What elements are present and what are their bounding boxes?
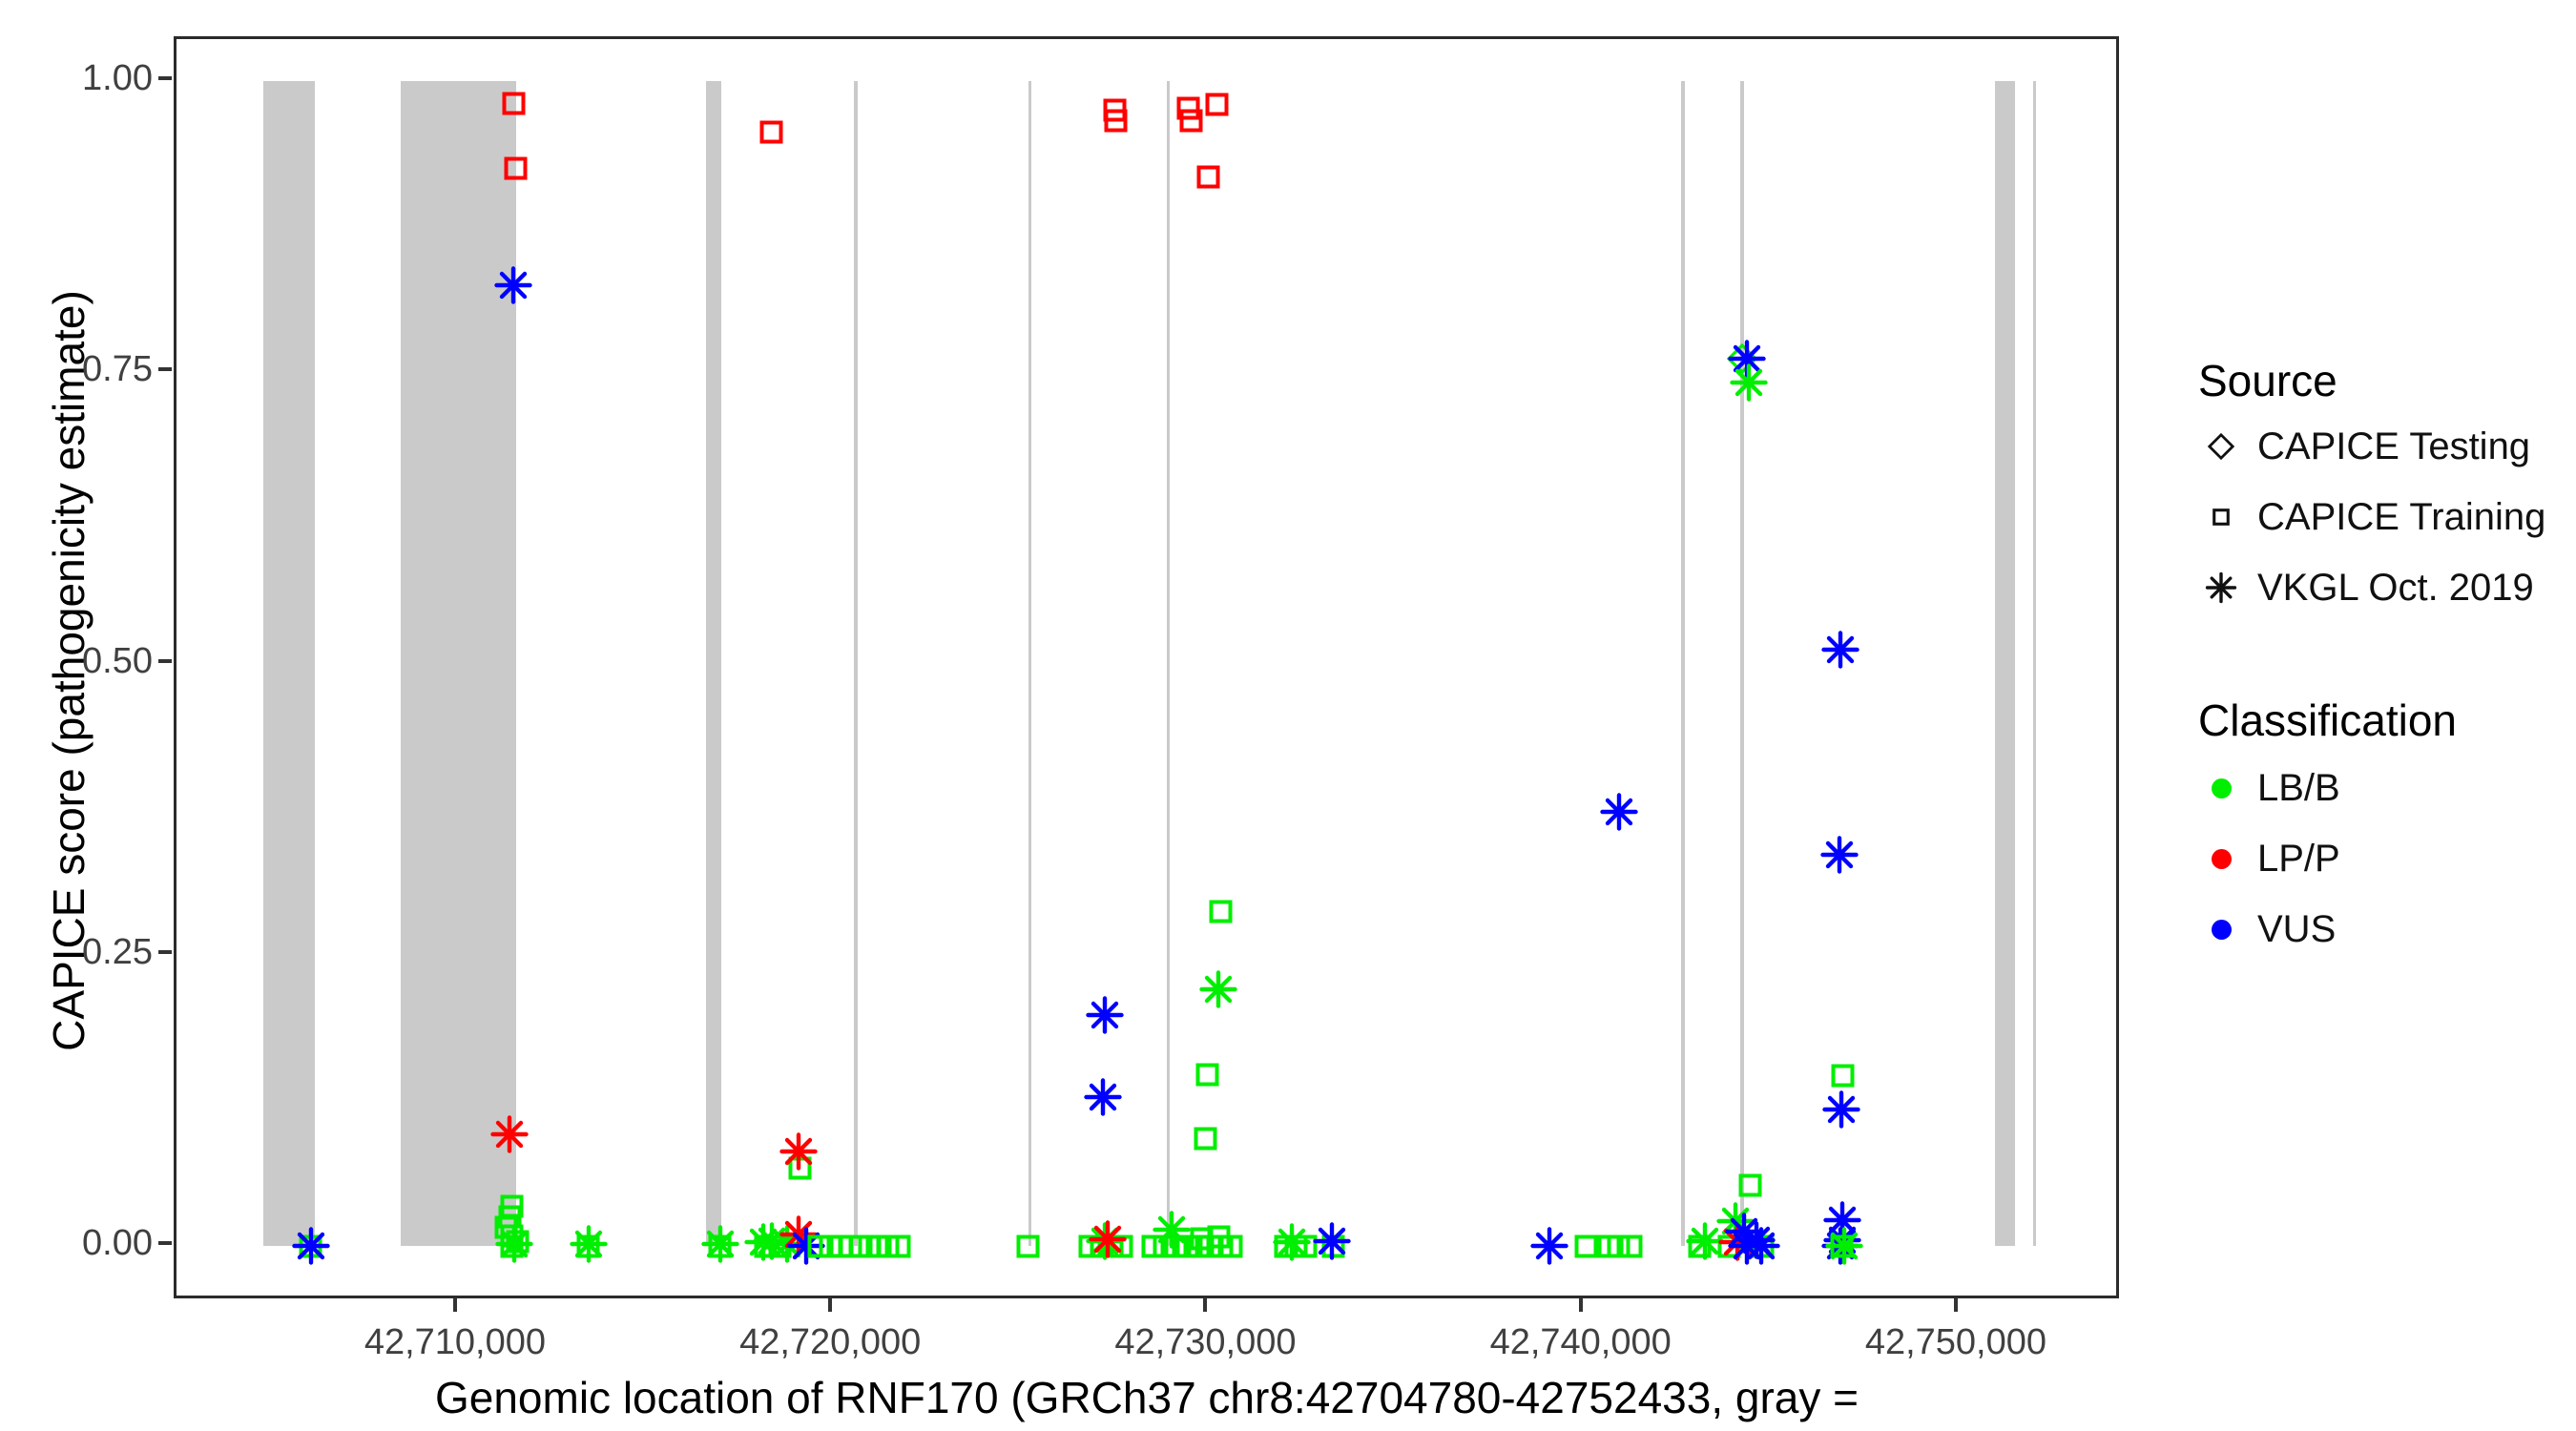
data-point-vkgl-lbb [1730, 363, 1768, 402]
x-tick-label: 42,720,000 [739, 1322, 922, 1362]
x-tick-mark [828, 1298, 833, 1312]
data-point-vkgl-vus [1821, 631, 1859, 669]
y-tick-label: 0.50 [82, 640, 153, 681]
data-point-training-lpp [504, 156, 528, 180]
data-point-vkgl-vus [1084, 1078, 1122, 1116]
data-point-vkgl-lpp [1089, 1219, 1127, 1258]
data-point-vkgl-vus [494, 265, 532, 304]
data-point-vkgl-lbb [1199, 970, 1237, 1009]
data-point-training-lbb [1619, 1234, 1643, 1258]
legend-item-label: LP/P [2257, 837, 2340, 880]
data-point-vkgl-lbb [1153, 1211, 1191, 1249]
x-tick-label: 42,710,000 [364, 1322, 547, 1362]
data-point-training-lpp [502, 92, 526, 115]
y-tick-mark [158, 76, 172, 80]
exon-bar [1995, 81, 2016, 1246]
vus-dot-icon [2185, 919, 2257, 940]
legend-item-capice-training: CAPICE Training [2185, 496, 2545, 538]
data-point-vkgl-vus [787, 1227, 825, 1265]
data-point-training-lpp [1104, 109, 1128, 133]
exon-bar [705, 81, 721, 1246]
legend-item-capice-testing: CAPICE Testing [2185, 425, 2530, 467]
x-tick-label: 42,740,000 [1489, 1322, 1672, 1362]
diamond-icon [2185, 432, 2257, 461]
lbb-dot-icon [2185, 778, 2257, 798]
plot-panel [174, 36, 2119, 1298]
legend-item-label: VUS [2257, 907, 2337, 950]
data-point-vkgl-vus [1600, 792, 1638, 831]
data-point-training-lbb [1830, 1234, 1854, 1258]
data-point-training-lbb [1607, 1234, 1631, 1258]
data-point-training-lpp [1205, 93, 1229, 116]
y-tick-mark [158, 658, 172, 663]
data-point-vkgl-vus [1313, 1222, 1351, 1260]
data-point-vkgl-vus [292, 1227, 330, 1265]
data-point-training-lbb [1574, 1234, 1598, 1258]
legend-source-title: Source [2198, 356, 2337, 405]
x-tick-label: 42,750,000 [1864, 1322, 2047, 1362]
exon-bar [854, 81, 858, 1246]
exon-bar [2033, 81, 2037, 1246]
x-tick-mark [1203, 1298, 1208, 1312]
data-point-vkgl-vus [1530, 1227, 1568, 1265]
data-point-training-lbb [500, 1194, 524, 1218]
data-point-vkgl-lbb [1686, 1222, 1724, 1260]
y-tick-label: 0.75 [82, 349, 153, 390]
legend-item-label: CAPICE Testing [2257, 425, 2531, 467]
legend-item-label: LB/B [2257, 766, 2340, 809]
exon-bar [262, 81, 315, 1246]
data-point-training-lpp [1196, 165, 1220, 189]
data-point-training-lpp [759, 120, 783, 144]
data-point-vkgl-vus [1820, 836, 1859, 874]
data-point-vkgl-lbb [570, 1224, 608, 1263]
data-point-training-lbb [1195, 1063, 1219, 1087]
exon-bar [1167, 81, 1171, 1246]
lpp-dot-icon [2185, 848, 2257, 869]
data-point-training-lbb [1831, 1064, 1855, 1088]
data-point-training-lbb [506, 1230, 530, 1254]
legend-item-lbb: LB/B [2185, 767, 2340, 809]
exon-bar [1740, 81, 1745, 1246]
y-tick-mark [158, 1241, 172, 1245]
data-point-vkgl-lpp [779, 1132, 818, 1171]
data-point-training-lpp [1176, 96, 1200, 120]
asterisk-icon [2185, 571, 2257, 604]
x-tick-label: 42,730,000 [1114, 1322, 1297, 1362]
data-point-training-lbb [1194, 1127, 1217, 1151]
y-tick-label: 0.00 [82, 1223, 153, 1263]
data-point-vkgl-vus [1086, 996, 1124, 1034]
y-tick-mark [158, 949, 172, 954]
legend-classification-title: Classification [2198, 695, 2457, 745]
x-tick-mark [1578, 1298, 1583, 1312]
x-tick-mark [452, 1298, 457, 1312]
x-tick-mark [1953, 1298, 1958, 1312]
legend-item-vkgl: VKGL Oct. 2019 [2185, 567, 2534, 609]
square-icon [2185, 508, 2257, 527]
data-point-vkgl-lbb [495, 1224, 533, 1263]
legend-item-vus: VUS [2185, 908, 2336, 950]
y-tick-mark [158, 367, 172, 372]
x-axis-title: Genomic location of RNF170 (GRCh37 chr8:… [434, 1373, 1859, 1431]
data-point-training-lbb [1141, 1234, 1165, 1258]
data-point-vkgl-lpp [490, 1115, 529, 1153]
data-point-training-lbb [1207, 1225, 1231, 1249]
data-point-training-lbb [1016, 1234, 1040, 1258]
legend-item-label: VKGL Oct. 2019 [2257, 566, 2534, 609]
exon-bar [400, 81, 516, 1246]
data-point-training-lbb [1209, 900, 1233, 923]
exon-bar [1028, 81, 1032, 1246]
data-point-vkgl-lbb [701, 1224, 739, 1263]
legend-item-label: CAPICE Training [2257, 495, 2546, 538]
y-tick-label: 0.25 [82, 931, 153, 972]
legend-item-lpp: LP/P [2185, 838, 2340, 880]
data-point-vkgl-vus [1822, 1090, 1860, 1129]
exon-bar [1681, 81, 1686, 1246]
y-tick-label: 1.00 [82, 58, 153, 98]
data-point-training-lpp [1179, 109, 1203, 133]
data-point-training-lbb [1738, 1173, 1762, 1197]
data-point-vkgl-lbb [1273, 1223, 1311, 1262]
data-point-training-lbb [887, 1234, 911, 1258]
data-point-vkgl-vus [1728, 1227, 1766, 1265]
